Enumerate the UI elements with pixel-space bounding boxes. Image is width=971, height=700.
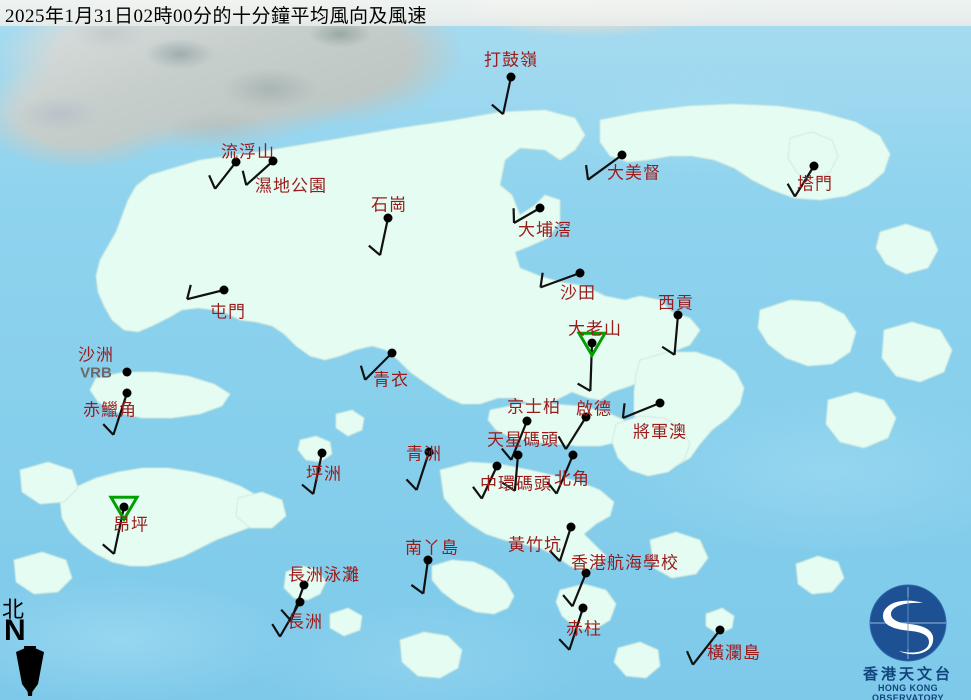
compass-needle-icon <box>16 646 44 696</box>
station-variable-wind-label: VRB <box>80 364 112 382</box>
station-label: 北角 <box>554 469 590 489</box>
po-toi-islands-landmass <box>399 631 463 679</box>
station-label: 黃竹坑 <box>508 535 562 555</box>
small-island-mid-east <box>825 391 897 449</box>
station-label: 赤鱲角 <box>83 400 137 420</box>
station-marker[interactable] <box>568 450 578 460</box>
station-label: 石崗 <box>371 195 407 215</box>
small-island-lantau-sw <box>13 551 73 595</box>
station-marker[interactable] <box>119 502 129 512</box>
hko-logo: 香港天文台 HONG KONG OBSERVATORY <box>845 583 971 700</box>
station-label: 長洲泳灘 <box>288 565 360 585</box>
station-label: 大埔滘 <box>518 220 572 240</box>
station-label: 中環碼頭 <box>480 474 552 494</box>
station-label: 坪洲 <box>306 464 342 484</box>
small-island-lantau-west <box>19 461 79 505</box>
waglan-island-landmass <box>705 607 735 635</box>
station-marker[interactable] <box>581 412 591 422</box>
station-label: 天星碼頭 <box>487 430 559 450</box>
station-marker[interactable] <box>513 450 523 460</box>
station-marker[interactable] <box>673 310 683 320</box>
station-label: 流浮山 <box>221 142 275 162</box>
station-label: 青洲 <box>406 444 442 464</box>
hko-emblem-icon <box>869 584 947 662</box>
small-island-northeast <box>875 223 939 275</box>
ma-wan-island <box>335 409 365 437</box>
station-marker[interactable] <box>268 156 278 166</box>
station-label: 香港航海學校 <box>571 553 679 573</box>
hko-logo-en: HONG KONG OBSERVATORY <box>872 683 944 700</box>
small-island-far-east <box>881 321 953 383</box>
station-label: 沙田 <box>560 283 596 303</box>
station-marker[interactable] <box>122 367 132 377</box>
station-marker[interactable] <box>578 603 588 613</box>
compass-rose: 北 N <box>2 592 60 698</box>
station-marker[interactable] <box>566 522 576 532</box>
tung-lung-island <box>649 531 709 579</box>
station-marker[interactable] <box>424 447 434 457</box>
station-label: 京士柏 <box>507 397 561 417</box>
station-marker[interactable] <box>715 625 725 635</box>
lamma-island-landmass <box>431 559 515 615</box>
station-label: 南丫島 <box>405 538 459 558</box>
title-bar <box>0 0 971 26</box>
page-title: 2025年1月31日02時00分的十分鐘平均風向及風速 <box>5 6 428 27</box>
hei-ling-chau <box>235 491 287 529</box>
compass-north-zh-label: 北 <box>2 597 25 622</box>
lantau-island-landmass <box>59 467 269 567</box>
station-marker[interactable] <box>231 157 241 167</box>
small-island-south-1 <box>329 607 363 637</box>
station-marker[interactable] <box>295 597 305 607</box>
station-marker[interactable] <box>809 161 819 171</box>
station-marker[interactable] <box>423 555 433 565</box>
station-label: 塔門 <box>797 174 833 194</box>
station-label: 青衣 <box>373 370 409 390</box>
station-label: 啟德 <box>576 399 612 419</box>
station-marker[interactable] <box>383 213 393 223</box>
station-label: 西貢 <box>658 293 694 313</box>
station-label: 長洲 <box>287 612 323 632</box>
station-marker[interactable] <box>387 348 397 358</box>
station-marker[interactable] <box>522 416 532 426</box>
station-label: 昂坪 <box>113 515 149 535</box>
port-shelter-islands <box>757 299 857 367</box>
station-label: 橫瀾島 <box>707 643 761 663</box>
station-marker[interactable] <box>317 448 327 458</box>
station-marker[interactable] <box>492 461 502 471</box>
station-marker[interactable] <box>587 338 597 348</box>
station-marker[interactable] <box>122 388 132 398</box>
station-marker[interactable] <box>506 72 516 82</box>
station-label: 屯門 <box>210 302 246 322</box>
station-marker[interactable] <box>581 568 591 578</box>
station-marker[interactable] <box>617 150 627 160</box>
hko-logo-zh: 香港天文台 <box>862 667 953 683</box>
station-label: 大美督 <box>607 163 661 183</box>
station-marker[interactable] <box>575 268 585 278</box>
small-island-east <box>795 555 845 595</box>
station-label: 將軍澳 <box>633 422 687 442</box>
station-label: 赤柱 <box>566 619 602 639</box>
south-east-island-cluster <box>613 641 661 679</box>
station-marker[interactable] <box>299 580 309 590</box>
station-label: 打鼓嶺 <box>484 50 538 70</box>
station-marker[interactable] <box>535 203 545 213</box>
station-label: 濕地公園 <box>255 176 327 196</box>
station-marker[interactable] <box>219 285 229 295</box>
station-marker[interactable] <box>655 398 665 408</box>
compass-north-en-label: N <box>4 614 26 647</box>
station-label: 大老山 <box>568 319 622 339</box>
station-label: 沙洲 <box>78 345 114 365</box>
